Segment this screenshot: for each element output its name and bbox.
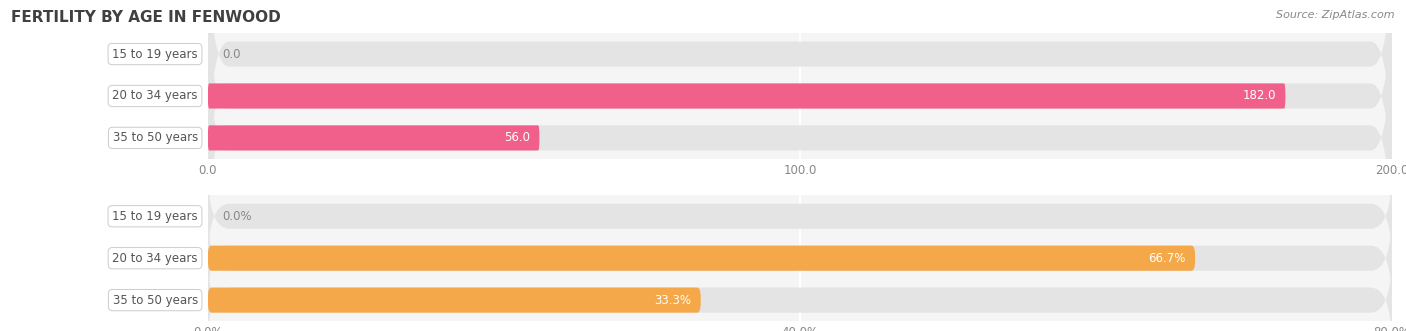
Text: 56.0: 56.0	[503, 131, 530, 144]
Text: Source: ZipAtlas.com: Source: ZipAtlas.com	[1277, 10, 1395, 20]
FancyBboxPatch shape	[208, 246, 1195, 271]
Text: 0.0%: 0.0%	[222, 210, 252, 223]
FancyBboxPatch shape	[208, 252, 1392, 331]
Text: 35 to 50 years: 35 to 50 years	[112, 294, 198, 307]
FancyBboxPatch shape	[208, 0, 1392, 192]
Text: 182.0: 182.0	[1243, 89, 1275, 103]
Text: 15 to 19 years: 15 to 19 years	[112, 48, 198, 61]
Text: FERTILITY BY AGE IN FENWOOD: FERTILITY BY AGE IN FENWOOD	[11, 10, 281, 25]
FancyBboxPatch shape	[208, 288, 700, 313]
FancyBboxPatch shape	[208, 0, 1392, 276]
Text: 20 to 34 years: 20 to 34 years	[112, 252, 198, 265]
FancyBboxPatch shape	[208, 211, 1392, 306]
Text: 33.3%: 33.3%	[654, 294, 692, 307]
Text: 20 to 34 years: 20 to 34 years	[112, 89, 198, 103]
Text: 15 to 19 years: 15 to 19 years	[112, 210, 198, 223]
FancyBboxPatch shape	[208, 125, 540, 151]
FancyBboxPatch shape	[208, 83, 1285, 109]
Text: 0.0: 0.0	[222, 48, 240, 61]
FancyBboxPatch shape	[208, 0, 1392, 234]
FancyBboxPatch shape	[208, 168, 1392, 264]
Text: 35 to 50 years: 35 to 50 years	[112, 131, 198, 144]
Text: 66.7%: 66.7%	[1149, 252, 1185, 265]
